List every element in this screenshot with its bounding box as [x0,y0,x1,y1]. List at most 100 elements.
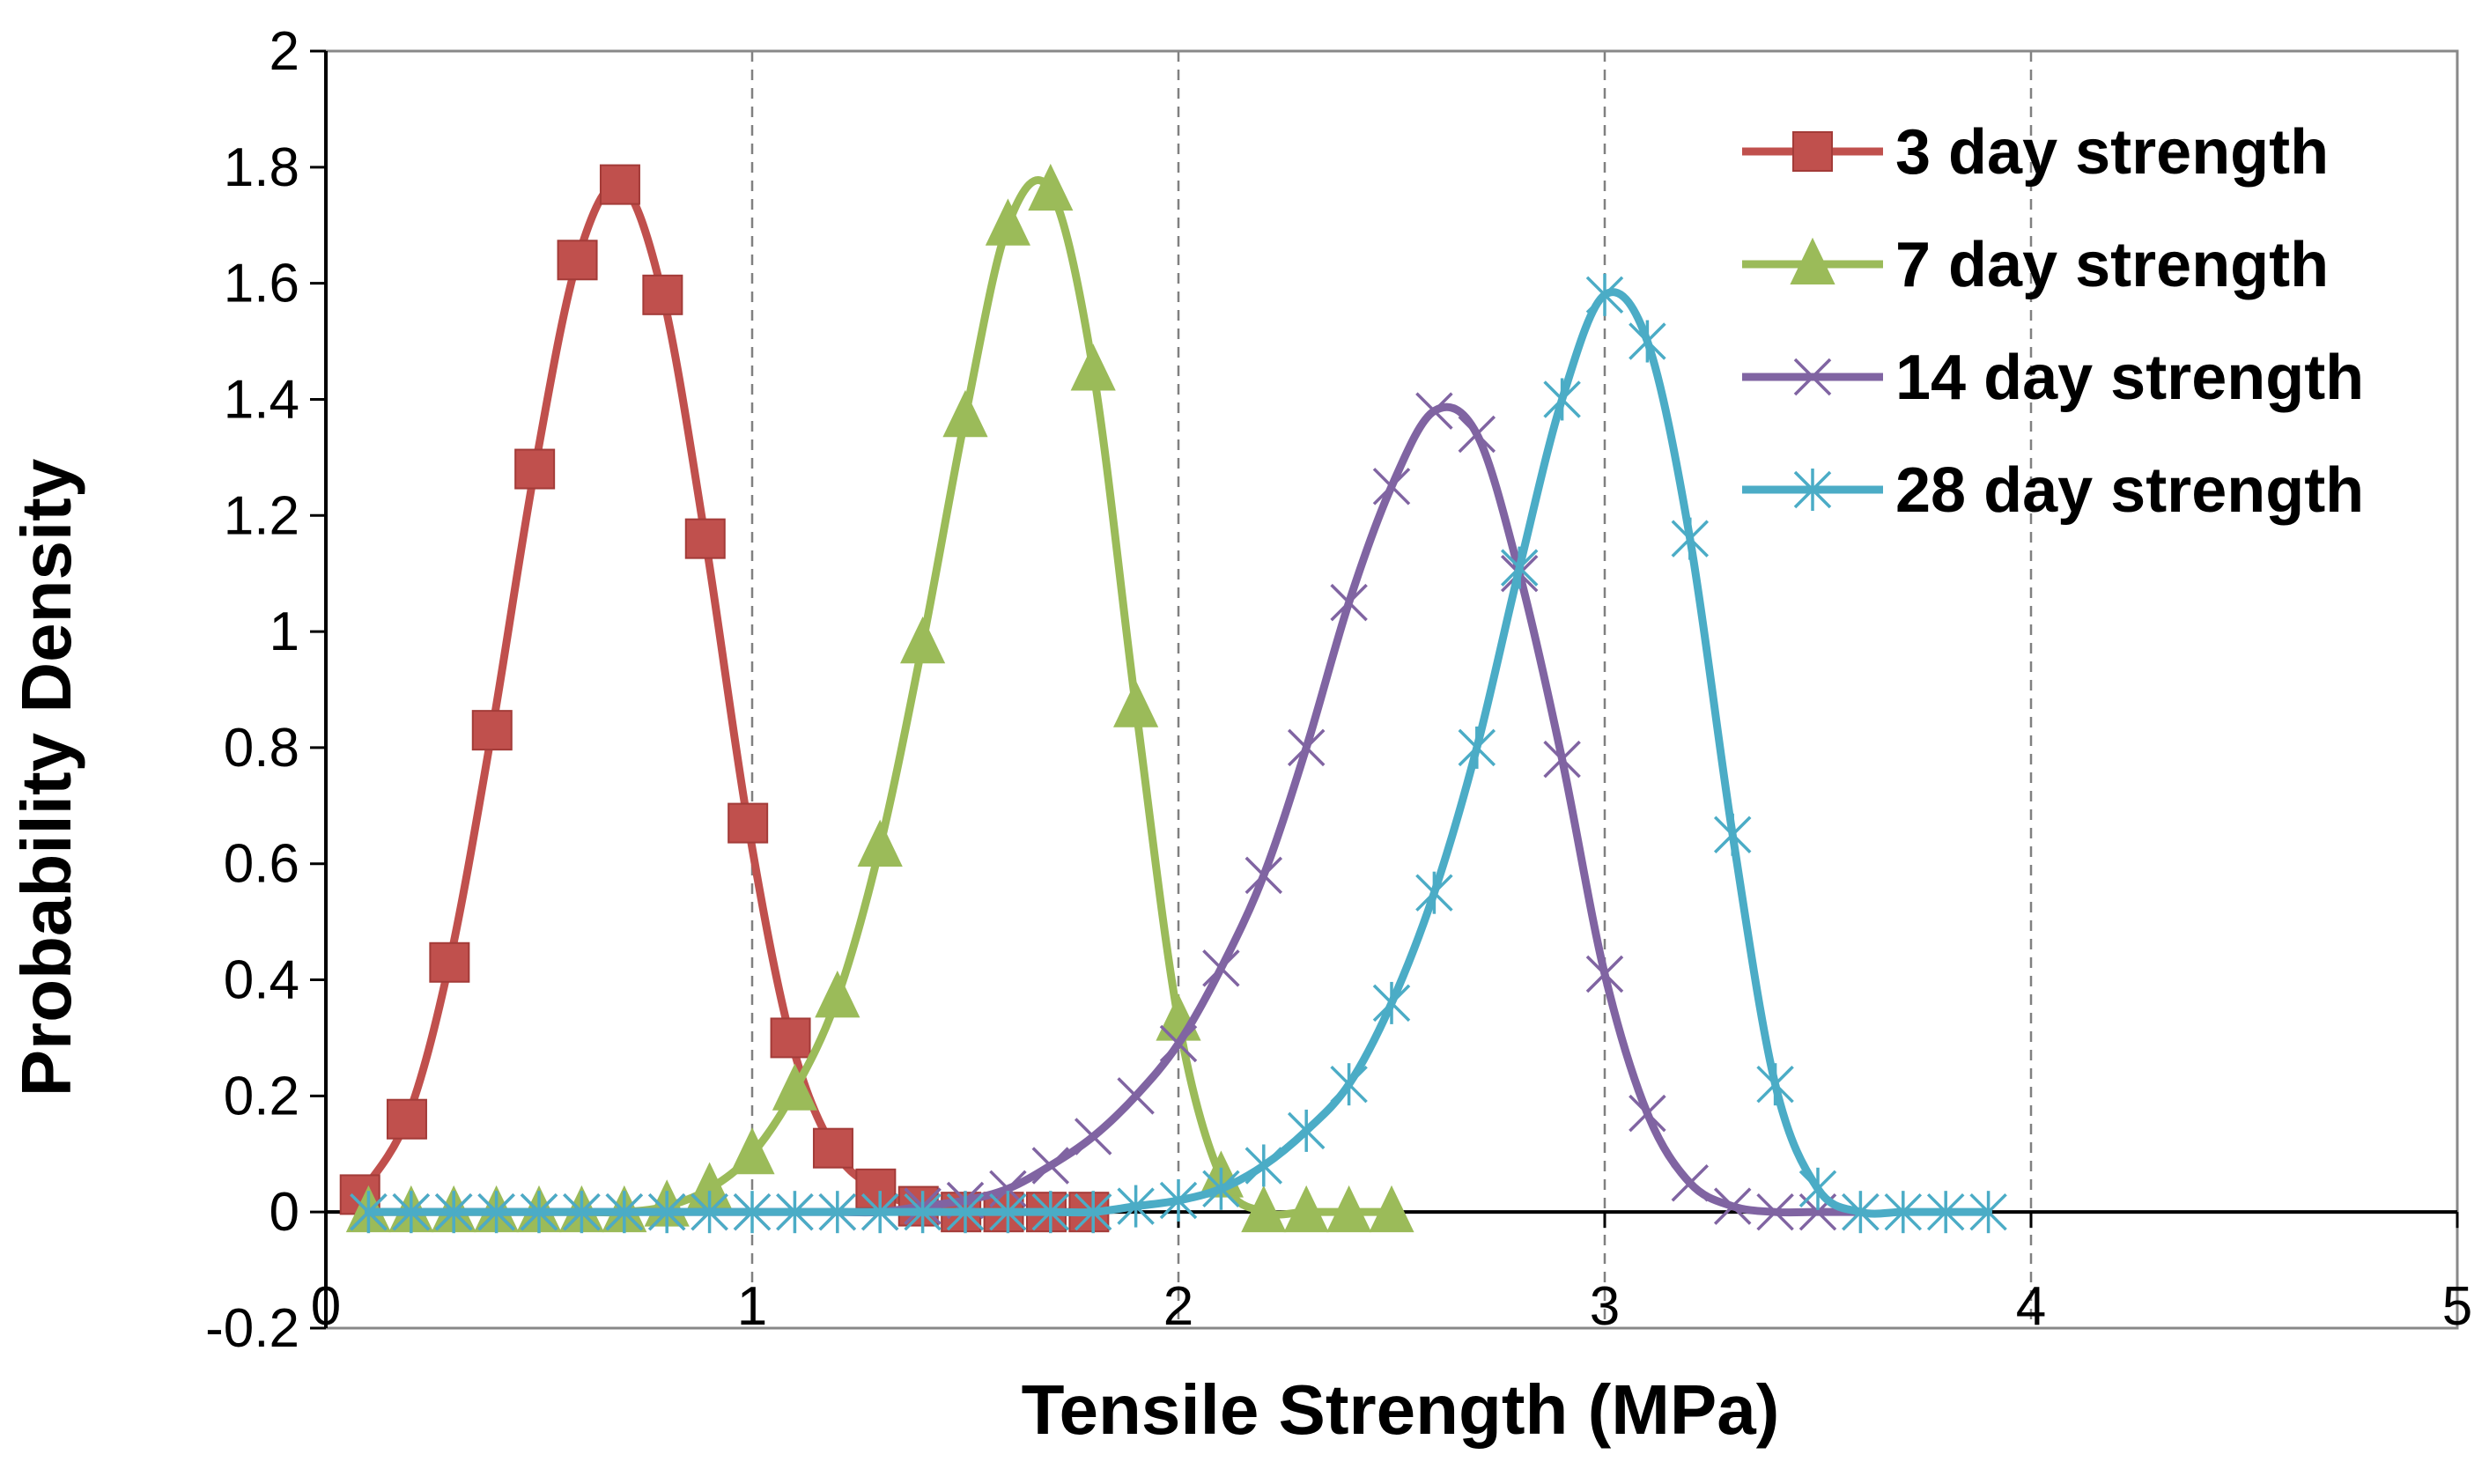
data-point-28-day-strength [1330,1063,1368,1106]
series-28-day-strength [350,273,2007,1234]
y-tick-label: 1 [270,602,299,662]
data-point-28-day-strength [1842,1191,1880,1234]
data-point-28-day-strength [1117,1185,1155,1228]
legend-swatch-marker [1790,237,1835,284]
data-point-28-day-strength [946,1191,985,1234]
data-point-28-day-strength [1969,1191,2007,1234]
data-point-7-day-strength [772,1063,817,1111]
data-point-28-day-strength [1074,1191,1112,1234]
marker-stroke [1031,1147,1070,1185]
marker-stroke [1458,415,1496,454]
data-point-28-day-strength [350,1191,388,1234]
data-point-28-day-strength [647,1191,686,1234]
marker-stroke [1287,728,1326,767]
data-point-28-day-strength [818,1191,857,1234]
legend-label: 14 day strength [1895,343,2364,413]
data-point-3-day-strength [429,941,470,983]
data-point-28-day-strength [1458,726,1496,769]
y-tick-label: 0.2 [224,1066,299,1126]
data-point-28-day-strength [1756,1063,1794,1106]
data-point-28-day-strength [1287,1109,1326,1152]
marker-stroke [1372,468,1411,506]
marker-stroke [1543,740,1581,779]
data-point-14-day-strength [1159,1024,1198,1063]
data-point-28-day-strength [1202,1167,1240,1210]
marker-stroke [1793,358,1832,396]
data-point-28-day-strength [1543,378,1581,421]
y-tick-label: 0.6 [224,834,299,895]
x-tick-label: 5 [2442,1276,2472,1337]
data-point-3-day-strength [770,1017,811,1059]
data-point-28-day-strength [1713,813,1752,856]
data-point-28-day-strength [1671,517,1710,560]
data-point-14-day-strength [1543,740,1581,779]
marker-stroke [1585,955,1624,993]
data-point-14-day-strength [1756,1192,1794,1231]
y-axis-title: Probability Density [7,458,85,1096]
legend-label: 3 day strength [1895,117,2329,188]
data-point-28-day-strength [1629,320,1666,363]
data-point-7-day-strength [1070,343,1116,391]
data-point-14-day-strength [1585,955,1624,993]
data-point-7-day-strength [815,971,860,1018]
tick-labels: -0.200.20.40.60.811.21.41.61.820 1 2 3 4 5 [205,21,2472,1359]
data-point-7-day-strength [1241,1185,1287,1233]
data-point-14-day-strength [1031,1147,1070,1185]
data-point-3-day-strength [684,518,726,559]
data-point-7-day-strength [1283,1185,1329,1233]
data-point-28-day-strength [860,1191,899,1234]
data-point-28-day-strength [392,1191,431,1234]
data-point-14-day-strength [1202,949,1240,987]
legend-item-14-day-strength: 14 day strength [1742,343,2364,413]
y-tick-label: -0.2 [205,1298,299,1359]
data-point-7-day-strength [1028,163,1074,211]
x-axis-title: Tensile Strength (MPa) [1022,1370,1780,1449]
data-point-3-day-strength [599,164,640,205]
data-point-28-day-strength [904,1191,942,1234]
marker-stroke [1629,1094,1666,1133]
data-point-28-day-strength [1585,273,1624,316]
marker-stroke [1756,1192,1794,1231]
legend-label: 28 day strength [1895,455,2364,526]
data-point-7-day-strength [1369,1185,1414,1233]
data-point-3-day-strength [386,1098,427,1140]
y-tick-label: 1.8 [224,137,299,198]
x-tick-label: 3 [1590,1276,1620,1337]
data-point-14-day-strength [1458,415,1496,454]
x-tick-label: 2 [1163,1276,1193,1337]
x-tick-label: 1 [737,1276,767,1337]
data-point-28-day-strength [989,1191,1027,1234]
legend-item-7-day-strength: 7 day strength [1742,230,2329,300]
series-7-day-strength [345,163,1414,1233]
data-point-28-day-strength [477,1191,515,1234]
legend-swatch-marker [1793,469,1832,511]
legend-swatch-marker [1792,131,1833,172]
data-point-28-day-strength [1884,1191,1923,1234]
marker-stroke [1330,583,1368,622]
data-point-28-day-strength [563,1191,601,1234]
data-point-14-day-strength [1372,468,1411,506]
data-point-7-day-strength [900,616,946,664]
data-point-7-day-strength [942,389,988,438]
data-point-28-day-strength [605,1191,644,1234]
y-tick-label: 1.4 [224,369,299,430]
data-point-28-day-strength [1244,1144,1283,1187]
y-tick-label: 0 [270,1182,299,1243]
y-tick-label: 1.6 [224,254,299,314]
data-point-28-day-strength [776,1191,814,1234]
marker-stroke [1202,949,1240,987]
data-point-14-day-strength [1287,728,1326,767]
gridlines [750,51,2033,1328]
data-point-3-day-strength [557,240,598,281]
data-point-3-day-strength [727,802,769,844]
data-point-28-day-strength [1031,1191,1070,1234]
data-point-14-day-strength [1117,1077,1155,1115]
legend-item-3-day-strength: 3 day strength [1742,117,2329,188]
data-point-7-day-strength [985,198,1030,246]
y-tick-label: 0.4 [224,950,299,1011]
data-point-28-day-strength [733,1191,772,1234]
data-point-28-day-strength [1500,546,1539,589]
legend: 3 day strength 7 day strength 14 day stren… [1742,117,2364,526]
